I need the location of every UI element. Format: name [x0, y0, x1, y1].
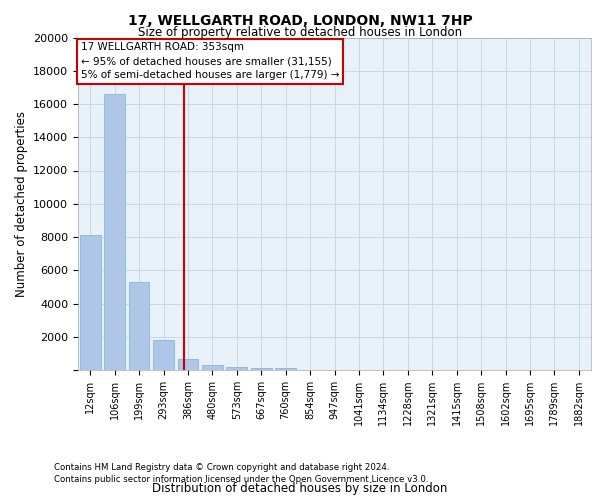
Bar [226, 366, 247, 370]
Bar [275, 368, 296, 370]
Text: Size of property relative to detached houses in London: Size of property relative to detached ho… [138, 26, 462, 39]
Bar [80, 236, 101, 370]
Text: Distribution of detached houses by size in London: Distribution of detached houses by size … [152, 482, 448, 495]
Bar [128, 282, 149, 370]
Bar [251, 368, 272, 370]
Text: 17, WELLGARTH ROAD, LONDON, NW11 7HP: 17, WELLGARTH ROAD, LONDON, NW11 7HP [128, 14, 472, 28]
Bar [202, 364, 223, 370]
Bar [153, 340, 174, 370]
Bar [104, 94, 125, 370]
Text: Contains HM Land Registry data © Crown copyright and database right 2024.: Contains HM Land Registry data © Crown c… [54, 464, 389, 472]
Text: Contains public sector information licensed under the Open Government Licence v3: Contains public sector information licen… [54, 475, 428, 484]
Text: 17 WELLGARTH ROAD: 353sqm
← 95% of detached houses are smaller (31,155)
5% of se: 17 WELLGARTH ROAD: 353sqm ← 95% of detac… [80, 42, 339, 80]
Bar [178, 359, 199, 370]
Y-axis label: Number of detached properties: Number of detached properties [14, 111, 28, 296]
